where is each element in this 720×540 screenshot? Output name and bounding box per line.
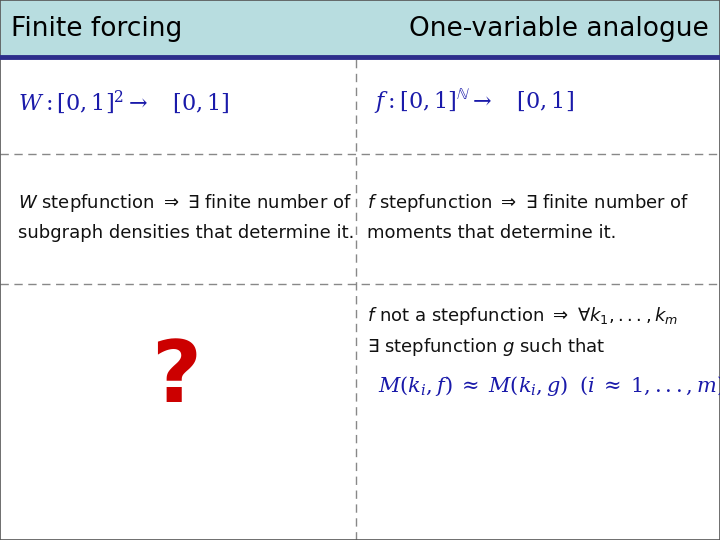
Text: ?: ? bbox=[151, 336, 202, 420]
Text: $M(k_i, f)\;\approx\; M(k_i, g)\;\;(i\;\approx\; 1,...,m)$: $M(k_i, f)\;\approx\; M(k_i, g)\;\;(i\;\… bbox=[378, 374, 720, 398]
Bar bbox=[0, 57, 720, 540]
Text: $f : [0,1]^{\mathbb{N}}\to\quad [0,1]$: $f : [0,1]^{\mathbb{N}}\to\quad [0,1]$ bbox=[374, 88, 575, 117]
Text: $f$ stepfunction $\Rightarrow$ $\exists$ finite number of: $f$ stepfunction $\Rightarrow$ $\exists$… bbox=[367, 192, 690, 213]
Text: One-variable analogue: One-variable analogue bbox=[410, 16, 709, 42]
Text: $W : [0,1]^2 \to\quad [0,1]$: $W : [0,1]^2 \to\quad [0,1]$ bbox=[18, 89, 230, 116]
Text: moments that determine it.: moments that determine it. bbox=[367, 224, 616, 242]
Text: Finite forcing: Finite forcing bbox=[11, 16, 182, 42]
Bar bbox=[0, 0, 720, 57]
Text: $\exists$ stepfunction $g$ such that: $\exists$ stepfunction $g$ such that bbox=[367, 336, 606, 357]
Text: $f$ not a stepfunction $\Rightarrow$ $\forall k_1,...,k_m$: $f$ not a stepfunction $\Rightarrow$ $\f… bbox=[367, 305, 678, 327]
Text: subgraph densities that determine it.: subgraph densities that determine it. bbox=[18, 224, 354, 242]
Text: $W$ stepfunction $\Rightarrow$ $\exists$ finite number of: $W$ stepfunction $\Rightarrow$ $\exists$… bbox=[18, 192, 352, 213]
